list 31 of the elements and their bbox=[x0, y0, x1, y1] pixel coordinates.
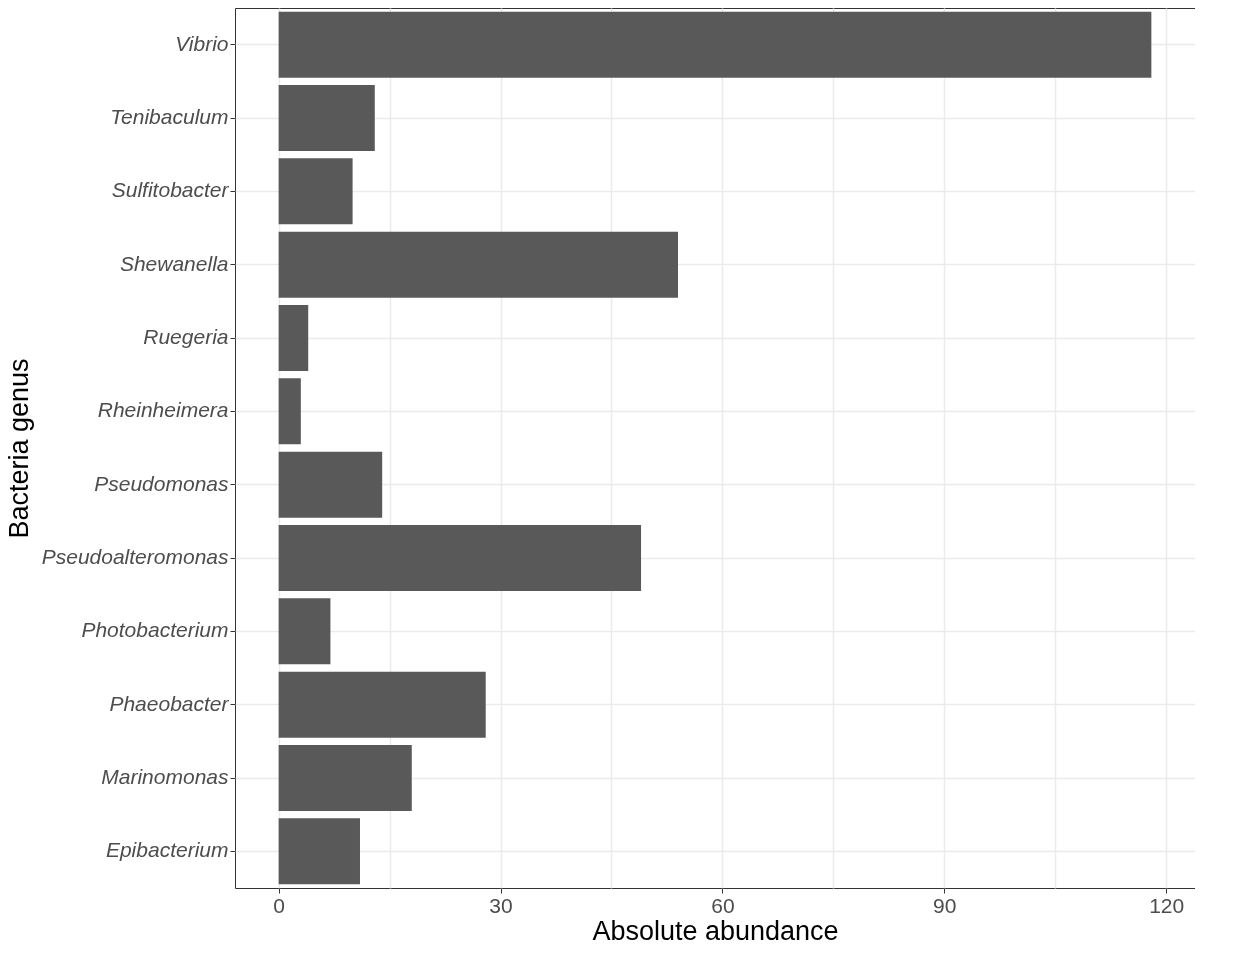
x-tick-label: 120 bbox=[1149, 893, 1185, 917]
y-tick-label: Tenibaculum bbox=[110, 105, 229, 128]
y-tick-label: Photobacterium bbox=[81, 618, 229, 642]
y-tick-label: Rheinheimera bbox=[97, 398, 229, 422]
x-tick-label: 0 bbox=[273, 893, 285, 917]
y-tick-label: Epibacterium bbox=[105, 838, 229, 862]
bar bbox=[278, 11, 1152, 78]
x-axis-title: Absolute abundance bbox=[592, 915, 839, 946]
y-tick-label: Vibrio bbox=[175, 31, 229, 55]
y-tick-label: Sulfitobacter bbox=[111, 178, 230, 202]
y-tick-label: Pseudoalteromonas bbox=[41, 545, 229, 568]
bar bbox=[278, 158, 353, 225]
y-tick-label: Pseudomonas bbox=[94, 471, 229, 495]
x-tick-label: 30 bbox=[489, 893, 513, 917]
x-tick-label: 90 bbox=[933, 893, 957, 917]
bar bbox=[278, 85, 375, 151]
bar bbox=[278, 451, 383, 518]
bar bbox=[278, 525, 642, 591]
bar bbox=[278, 305, 309, 371]
bar bbox=[278, 671, 486, 738]
bar bbox=[278, 818, 360, 885]
y-tick-label: Phaeobacter bbox=[109, 691, 230, 715]
y-axis-title: Bacteria genus bbox=[3, 358, 34, 539]
x-tick-label: 60 bbox=[711, 893, 735, 917]
bar bbox=[278, 745, 412, 811]
y-tick-label: Shewanella bbox=[119, 251, 229, 275]
bar bbox=[278, 598, 331, 665]
bar bbox=[278, 378, 301, 445]
y-tick-label: Marinomonas bbox=[101, 765, 229, 788]
bar bbox=[278, 231, 679, 298]
y-tick-label: Ruegeria bbox=[143, 325, 229, 348]
